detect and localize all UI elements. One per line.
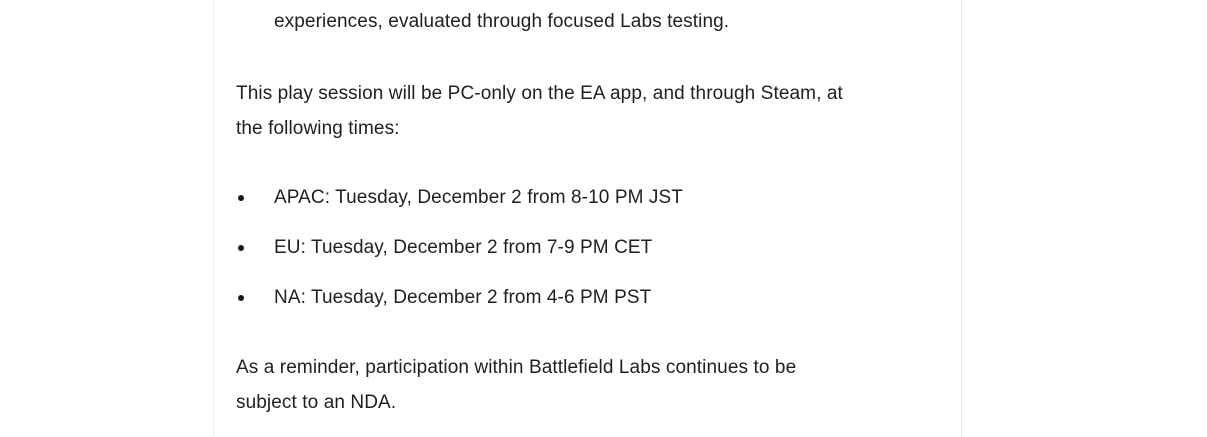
list-item: APAC: Tuesday, December 2 from 8-10 PM J… xyxy=(236,180,921,215)
nda-paragraph-line-2: subject to an NDA. xyxy=(236,392,397,413)
nda-paragraph: As a reminder, participation within Batt… xyxy=(236,350,921,420)
list-item: EU: Tuesday, December 2 from 7-9 PM CET xyxy=(236,230,921,265)
intro-paragraph-line-2: the following times: xyxy=(236,118,400,139)
bullet-icon xyxy=(238,245,244,251)
list-item: NA: Tuesday, December 2 from 4-6 PM PST xyxy=(236,280,921,315)
schedule-item-na: NA: Tuesday, December 2 from 4-6 PM PST xyxy=(274,287,652,308)
clipped-list-item-continuation: experiences, evaluated through focused L… xyxy=(274,11,730,32)
article-column: experiences, evaluated through focused L… xyxy=(213,0,962,437)
bullet-icon xyxy=(238,195,244,201)
intro-paragraph: This play session will be PC-only on the… xyxy=(236,76,921,146)
intro-paragraph-line-1: This play session will be PC-only on the… xyxy=(236,83,843,104)
bullet-icon xyxy=(238,295,244,301)
schedule-item-apac: APAC: Tuesday, December 2 from 8-10 PM J… xyxy=(274,187,683,208)
schedule-item-eu: EU: Tuesday, December 2 from 7-9 PM CET xyxy=(274,237,653,258)
schedule-list: APAC: Tuesday, December 2 from 8-10 PM J… xyxy=(236,180,921,315)
nda-paragraph-line-1: As a reminder, participation within Batt… xyxy=(236,357,797,378)
